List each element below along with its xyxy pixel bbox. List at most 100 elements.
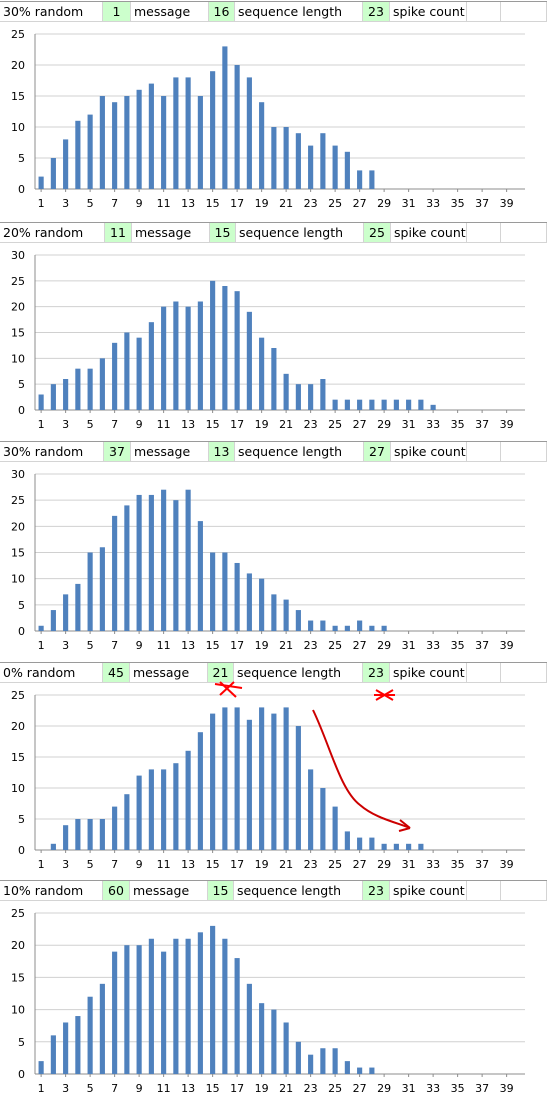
bar [344, 1061, 350, 1074]
x-tick-label: 31 [402, 418, 416, 431]
x-tick-label: 31 [402, 197, 416, 210]
empty-cell [501, 442, 547, 461]
x-tick-label: 11 [157, 418, 171, 431]
x-tick-label: 13 [181, 418, 195, 431]
y-tick-label: 25 [11, 907, 25, 920]
y-tick-label: 15 [11, 971, 25, 984]
x-tick-label: 3 [62, 418, 69, 431]
bar [148, 494, 154, 631]
x-tick-label: 39 [500, 639, 514, 652]
message-label: message [131, 442, 209, 461]
bar [75, 1016, 81, 1074]
message-value: 11 [105, 223, 132, 242]
spike-count-value: 23 [363, 881, 390, 900]
y-tick-label: 30 [11, 249, 25, 262]
x-tick-label: 15 [206, 639, 220, 652]
x-tick-label: 7 [111, 418, 118, 431]
bar [332, 625, 338, 631]
bar [234, 707, 240, 850]
y-tick-label: 0 [18, 625, 25, 638]
random-label: 20% random [0, 223, 105, 242]
x-tick-label: 37 [475, 639, 489, 652]
bar [112, 806, 118, 850]
y-tick-label: 30 [11, 468, 25, 481]
header-row: 20% random 11 message 15 sequence length… [0, 222, 547, 243]
x-tick-label: 11 [157, 639, 171, 652]
x-tick-label: 5 [87, 197, 94, 210]
x-tick-label: 21 [279, 1082, 293, 1095]
message-value: 1 [103, 2, 131, 21]
x-tick-label: 3 [62, 639, 69, 652]
bar [136, 775, 142, 850]
bar [222, 938, 228, 1074]
bar [222, 46, 228, 190]
x-tick-label: 31 [402, 639, 416, 652]
bar [75, 583, 81, 631]
bar [357, 837, 363, 850]
bar [197, 732, 203, 850]
y-tick-label: 25 [11, 28, 25, 41]
y-tick-label: 15 [11, 90, 25, 103]
bar [271, 348, 277, 410]
bar [124, 794, 130, 850]
spike-count-label: spike count [390, 2, 467, 21]
x-tick-label: 9 [136, 639, 143, 652]
bar [259, 337, 265, 410]
x-tick-label: 39 [500, 858, 514, 871]
bar [136, 945, 142, 1074]
bar [222, 707, 228, 850]
bar [161, 306, 167, 410]
x-tick-label: 23 [304, 639, 318, 652]
bar [222, 552, 228, 631]
x-tick-label: 33 [426, 858, 440, 871]
bar [259, 1003, 265, 1074]
random-label: 30% random [0, 2, 103, 21]
x-tick-label: 25 [328, 197, 342, 210]
x-tick-label: 17 [230, 197, 244, 210]
x-tick-label: 23 [304, 1082, 318, 1095]
x-tick-label: 3 [62, 1082, 69, 1095]
bar [406, 843, 412, 850]
bar [185, 489, 191, 631]
x-tick-label: 11 [157, 858, 171, 871]
bar [50, 843, 56, 850]
bar [136, 337, 142, 410]
bar [50, 158, 56, 189]
x-tick-label: 19 [255, 858, 269, 871]
bar [173, 301, 179, 410]
empty-cell [467, 663, 501, 682]
bar [63, 1022, 69, 1074]
bar [295, 610, 301, 631]
x-tick-label: 7 [111, 197, 118, 210]
bar [87, 996, 93, 1074]
bar [87, 552, 93, 631]
x-tick-label: 33 [426, 197, 440, 210]
x-tick-label: 9 [136, 858, 143, 871]
x-tick-label: 5 [87, 418, 94, 431]
bar [357, 170, 363, 189]
bar [308, 384, 314, 410]
bar [320, 379, 326, 410]
bar [369, 625, 375, 631]
bar [75, 819, 81, 850]
x-tick-label: 27 [353, 858, 367, 871]
bar [320, 788, 326, 850]
bar [234, 65, 240, 189]
bar [320, 1048, 326, 1074]
bar [320, 620, 326, 631]
y-tick-label: 15 [11, 327, 25, 340]
bar [50, 610, 56, 631]
x-tick-label: 19 [255, 639, 269, 652]
bar [148, 83, 154, 189]
x-tick-label: 37 [475, 1082, 489, 1095]
x-tick-label: 33 [426, 1082, 440, 1095]
x-tick-label: 23 [304, 418, 318, 431]
bar [369, 170, 375, 189]
bar [295, 384, 301, 410]
bar [99, 547, 105, 631]
bar [381, 625, 387, 631]
